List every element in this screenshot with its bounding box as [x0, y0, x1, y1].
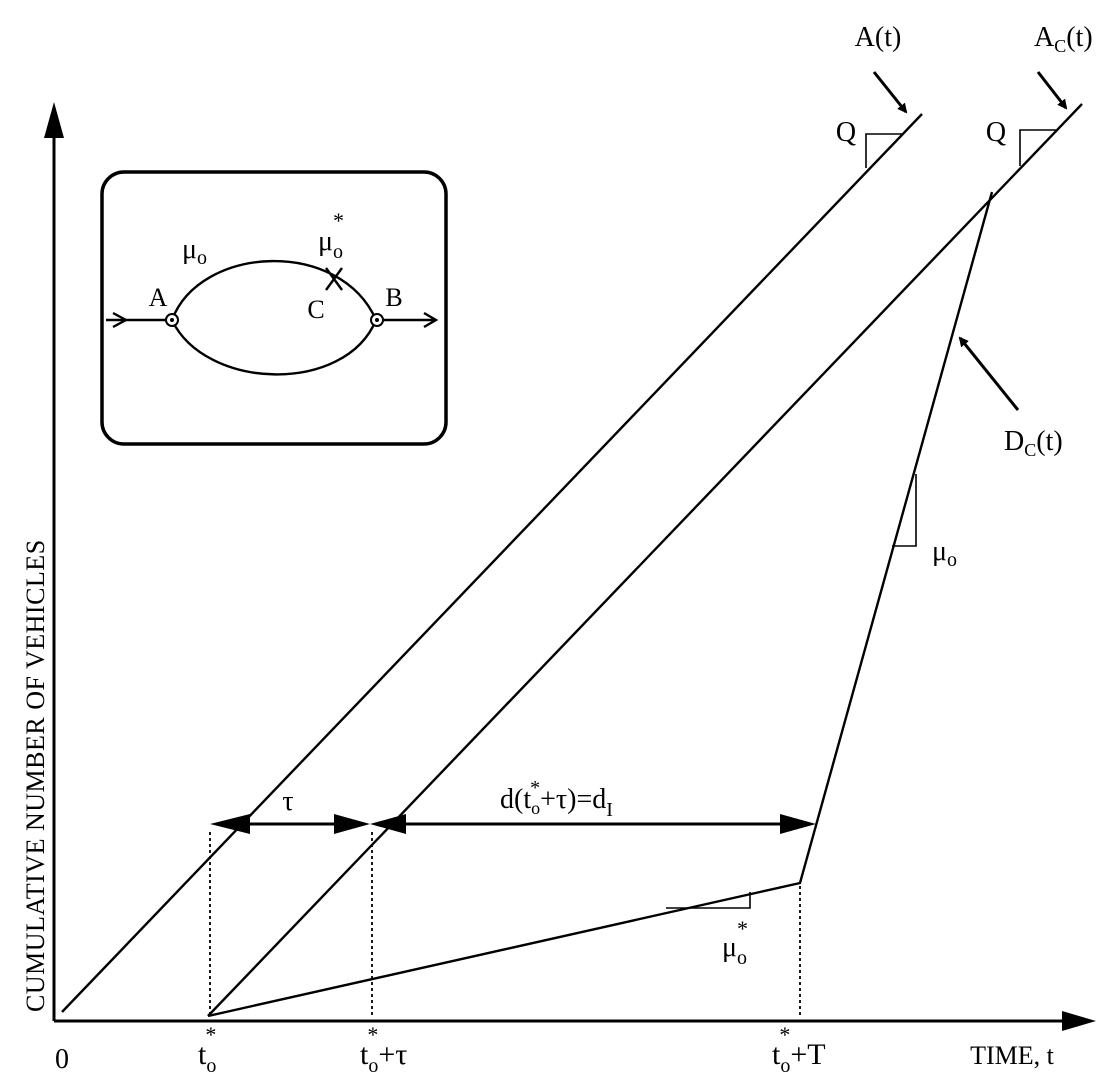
slope-mu-star-sub: o — [737, 947, 747, 969]
arrival-c-label-arrow — [1036, 71, 1068, 110]
slope-mu-star-label: μo * — [722, 916, 748, 969]
tau-arrowhead-right — [334, 814, 370, 834]
inset-node-b-dot — [375, 318, 379, 322]
slope-mu-sub: o — [947, 549, 957, 571]
delay-arrowhead-right — [780, 814, 816, 834]
inset-mu-star-base: μ — [318, 226, 333, 257]
departure-c-sub: C — [1024, 440, 1036, 460]
inset-upper-route — [170, 259, 378, 321]
delay-mid: +τ)=d — [540, 784, 606, 815]
inset-frame — [100, 170, 448, 446]
inset-mu-star-sup: * — [333, 208, 344, 233]
inset-node-b-label: B — [385, 283, 402, 312]
slope-mu-triangle — [892, 474, 917, 547]
tick-t0: to * — [198, 1022, 216, 1077]
slope-mu-base: μ — [932, 536, 947, 567]
arrival-c-curve — [207, 103, 1083, 1017]
tick-t0-sub: o — [206, 1055, 216, 1077]
departure-c-curve-label: DC(t) — [1004, 426, 1063, 460]
slope-q-triangle-1 — [865, 133, 904, 168]
origin-label: 0 — [55, 1044, 69, 1075]
slope-q-triangle-2 — [1019, 129, 1056, 166]
slope-mu-star-triangle — [666, 892, 751, 909]
departure-c-label-arrow — [958, 336, 1020, 411]
departure-c-base: D — [1004, 426, 1024, 457]
tick-t0-tau-sup: * — [367, 1022, 378, 1047]
inset-node-a-dot — [170, 318, 174, 322]
inset-mu-base: μ — [182, 234, 197, 265]
tick-t0-T-suffix: +T — [790, 1038, 825, 1071]
slope-q-label-1: Q — [836, 117, 856, 148]
delay-sub: o — [531, 798, 540, 818]
y-axis-title: CUMULATIVE NUMBER OF VEHICLES — [21, 539, 50, 1012]
inset-outflow-arrow — [423, 311, 439, 329]
inset-mu-sub: o — [197, 247, 207, 269]
tick-t0-T-sup: * — [779, 1022, 790, 1047]
inset-node-c-label: C — [307, 295, 324, 324]
delay-sub2: I — [606, 799, 613, 821]
delay-prefix: d(t — [500, 784, 531, 815]
x-axis-title: TIME, t — [970, 1041, 1055, 1070]
arrival-curve-label: A(t) — [855, 22, 902, 53]
tick-t0-tau-suffix: +τ — [378, 1038, 407, 1071]
tau-arrowhead-left — [210, 814, 250, 834]
slope-mu-label: μo — [932, 536, 957, 571]
departure-c-curve — [207, 191, 994, 1018]
arrival-curve — [61, 113, 923, 1013]
inset-bottleneck-mark-2 — [325, 267, 343, 291]
y-axis-arrowhead — [44, 102, 64, 138]
tau-label: τ — [282, 786, 293, 817]
inset-mu-star-label: μo * — [318, 208, 344, 263]
slope-q-label-2: Q — [986, 117, 1006, 148]
tick-t0-base: t — [198, 1038, 207, 1071]
delay-label: d(to*+τ)=dI — [500, 777, 613, 821]
tick-t0-tau-base: t — [360, 1038, 369, 1071]
x-axis-arrowhead — [1062, 1011, 1096, 1031]
arrival-c-suffix: (t) — [1066, 22, 1092, 53]
inset-mu-star-sub: o — [333, 241, 343, 263]
tick-t0-sup: * — [205, 1022, 216, 1047]
y-axis — [44, 102, 64, 1021]
delay-arrowhead-left — [370, 814, 406, 834]
inset-node-a-label: A — [149, 283, 168, 312]
tick-t0-T: to *+T — [772, 1022, 826, 1077]
arrival-c-sub: C — [1054, 36, 1066, 56]
inset-inflow-arrow — [112, 311, 129, 329]
tick-t0-T-base: t — [772, 1038, 781, 1071]
departure-c-suffix: (t) — [1036, 426, 1062, 457]
tick-t0-T-sub: o — [780, 1055, 790, 1077]
x-axis — [54, 1011, 1096, 1031]
arrival-c-base: A — [1034, 22, 1055, 53]
slope-mu-star-base: μ — [722, 932, 737, 963]
inset-network: A B C μo μo* — [100, 170, 448, 446]
slope-mu-star-sup: * — [737, 916, 748, 941]
arrival-c-curve-label: AC(t) — [1034, 22, 1093, 56]
tick-t0-tau: to *+τ — [360, 1022, 407, 1077]
tick-t0-tau-sub: o — [368, 1055, 378, 1077]
inset-lower-route — [170, 319, 378, 376]
inset-mu-label: μo — [182, 234, 207, 269]
delay-sup: * — [530, 777, 540, 799]
arrival-label-arrow — [872, 71, 908, 114]
